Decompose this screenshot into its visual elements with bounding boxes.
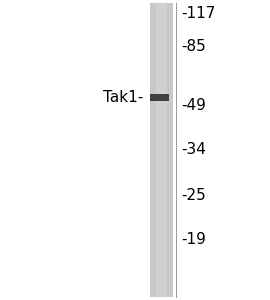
Bar bbox=[150, 3, 173, 297]
Text: -49: -49 bbox=[181, 98, 206, 112]
Bar bbox=[156, 3, 167, 297]
Bar bbox=[150, 94, 169, 101]
Text: -34: -34 bbox=[181, 142, 206, 158]
Text: -117: -117 bbox=[181, 6, 215, 21]
Text: -19: -19 bbox=[181, 232, 206, 247]
Text: -25: -25 bbox=[181, 188, 206, 202]
Text: -85: -85 bbox=[181, 39, 206, 54]
Text: Tak1-: Tak1- bbox=[103, 90, 143, 105]
